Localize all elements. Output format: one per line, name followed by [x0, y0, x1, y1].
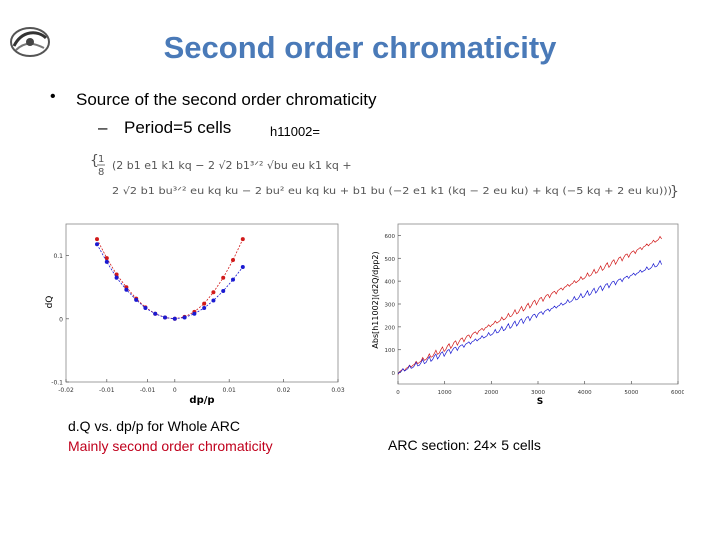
- x-tick-label: 4000: [578, 390, 592, 396]
- series-line-1: [96, 244, 244, 320]
- bullet-text: Source of the second order chromaticity: [76, 90, 377, 109]
- data-point: [240, 264, 245, 269]
- x-tick-label: 0: [396, 390, 400, 396]
- y-tick-label: 0: [59, 316, 63, 323]
- slide-title: Second order chromaticity: [163, 30, 557, 65]
- formula-open-brace: {: [90, 153, 99, 169]
- series-line-0: [96, 238, 244, 320]
- data-point: [172, 316, 177, 321]
- caption-right: ARC section: 24× 5 cells: [388, 437, 541, 453]
- x-tick-label: 3000: [531, 390, 545, 396]
- data-point: [114, 275, 119, 280]
- data-point: [192, 311, 197, 316]
- y-tick-label: 400: [385, 280, 396, 286]
- x-axis-label: S: [537, 397, 543, 407]
- y-tick-label: 100: [385, 348, 396, 354]
- sub-bullet-text: Period=5 cells: [124, 118, 232, 137]
- data-point: [231, 277, 236, 282]
- y-tick-label: 300: [385, 303, 396, 309]
- data-point: [202, 301, 207, 306]
- data-point: [231, 258, 236, 263]
- formula-line-2: 2 √2 b1 bu³ᐟ² eu kq ku − 2 bu² eu kq ku …: [112, 186, 672, 197]
- x-tick-label: 2000: [484, 390, 498, 396]
- formula-name: h11002=: [270, 124, 321, 139]
- data-point: [104, 259, 109, 264]
- formula: { 1 8 (2 b1 e1 k1 kq − 2 √2 b1³ᐟ² √bu eu…: [90, 153, 678, 200]
- x-tick-label: 0: [173, 387, 177, 394]
- institute-logo-icon: [10, 27, 50, 57]
- y-tick-label: 600: [385, 234, 396, 240]
- x-tick-label: -0.02: [58, 387, 74, 394]
- x-tick-label: 6000: [671, 390, 684, 396]
- y-axis-label: Abs[h11002](d2Q/dpp2): [371, 251, 380, 348]
- plot-frame: [65, 223, 339, 383]
- chart-h11002-vs-s: 0 1000 2000 3000 4000 5000 6000 0 100 200 300 400 50…: [371, 223, 684, 407]
- data-point: [153, 311, 158, 316]
- data-point: [221, 288, 226, 293]
- series-line-0: [397, 235, 662, 375]
- data-point: [95, 237, 100, 242]
- x-tick-label: 0.01: [223, 387, 237, 394]
- data-point: [240, 237, 245, 242]
- y-tick-label: 200: [385, 325, 396, 331]
- series-line-1: [397, 259, 662, 375]
- plot-frame: [397, 223, 679, 385]
- formula-factor-numerator: 1: [98, 154, 104, 165]
- formula-line-1: (2 b1 e1 k1 kq − 2 √2 b1³ᐟ² √bu eu k1 kq…: [112, 159, 352, 172]
- x-tick-label: -0.01: [140, 387, 156, 394]
- data-point: [202, 306, 207, 311]
- data-point: [211, 298, 216, 303]
- sub-bullet-marker: –: [98, 118, 108, 137]
- data-point: [124, 287, 129, 292]
- data-point: [95, 242, 100, 247]
- data-point: [134, 297, 139, 302]
- x-tick-label: -0.01: [99, 387, 115, 394]
- y-tick-label: 0.1: [53, 253, 63, 260]
- data-point: [211, 290, 216, 295]
- y-tick-label: 500: [385, 257, 396, 263]
- chart-dq-vs-dpp: -0.02 -0.01 -0.01 0 0.01 0.02 0.03 0.1 0 -0.1 dp/…: [45, 223, 345, 406]
- x-tick-label: 5000: [624, 390, 638, 396]
- y-tick-label: 0: [392, 371, 396, 377]
- x-tick-label: 0.02: [277, 387, 291, 394]
- x-tick-label: 0.03: [331, 387, 345, 394]
- data-point: [163, 315, 168, 320]
- formula-close-brace: }: [670, 184, 678, 200]
- data-point: [104, 256, 109, 261]
- formula-factor-denominator: 8: [98, 167, 104, 178]
- caption-left-line-1: d.Q vs. dp/p for Whole ARC: [68, 418, 240, 434]
- y-tick-label: -0.1: [51, 380, 63, 387]
- x-axis-label: dp/p: [189, 395, 214, 406]
- y-axis-label: dQ: [45, 296, 55, 309]
- data-point: [221, 275, 226, 280]
- data-point: [143, 306, 148, 311]
- caption-left-line-2: Mainly second order chromaticity: [68, 438, 273, 454]
- bullet-marker: •: [50, 88, 56, 105]
- data-point: [182, 315, 187, 320]
- x-tick-label: 1000: [438, 390, 452, 396]
